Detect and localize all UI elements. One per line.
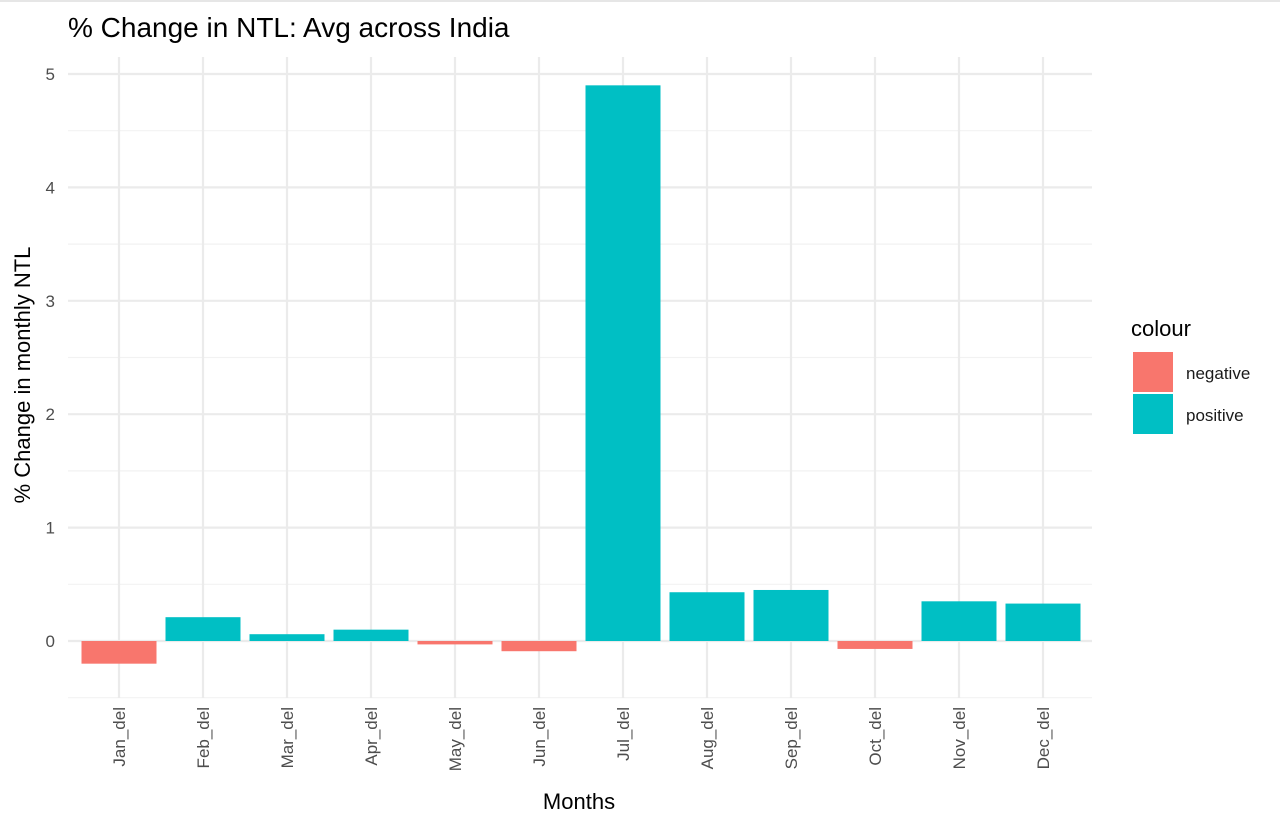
grid-lines (68, 57, 1092, 699)
x-tick-label: Jan_del (110, 707, 129, 767)
y-tick-label: 3 (46, 292, 55, 311)
x-tick-label: Mar_del (278, 707, 297, 768)
bar-Nov_del (921, 601, 997, 641)
y-tick-label: 0 (46, 632, 55, 651)
x-tick-label: Feb_del (194, 707, 213, 768)
bar-Sep_del (753, 589, 829, 641)
legend-key-negative (1133, 352, 1173, 392)
legend-label-negative: negative (1186, 364, 1250, 383)
legend-key-positive (1133, 394, 1173, 434)
y-tick-label: 4 (46, 178, 55, 197)
bar-Mar_del (249, 634, 325, 641)
legend-label-positive: positive (1186, 406, 1244, 425)
bar-Aug_del (669, 592, 745, 641)
y-tick-label: 2 (46, 405, 55, 424)
bar-Oct_del (837, 641, 913, 649)
bar-Apr_del (333, 629, 409, 641)
y-tick-label: 1 (46, 519, 55, 538)
x-tick-label: Sep_del (782, 707, 801, 769)
y-axis-ticks: 0 1 2 3 4 5 (46, 65, 55, 651)
y-axis-title: % Change in monthly NTL (10, 247, 35, 504)
legend-title: colour (1131, 316, 1191, 341)
x-tick-label: Nov_del (950, 707, 969, 769)
top-border (0, 0, 1280, 2)
legend: colour negative positive (1131, 316, 1250, 434)
x-tick-label: Jul_del (614, 707, 633, 761)
bar-Dec_del (1005, 603, 1081, 641)
x-tick-label: Apr_del (362, 707, 381, 766)
y-tick-label: 5 (46, 65, 55, 84)
bar-Jul_del (585, 85, 661, 642)
bar-Feb_del (165, 617, 241, 641)
x-axis-title: Months (543, 789, 615, 814)
bar-May_del (417, 641, 493, 645)
x-tick-label: Dec_del (1034, 707, 1053, 769)
bar-Jan_del (81, 641, 157, 664)
bars (81, 85, 1081, 664)
x-axis-ticks: Jan_del Feb_del Mar_del Apr_del May_del Jun_d… (110, 707, 1053, 771)
bar-Jun_del (501, 641, 577, 652)
x-tick-label: May_del (446, 707, 465, 771)
x-tick-label: Aug_del (698, 707, 717, 769)
chart-title: % Change in NTL: Avg across India (68, 12, 510, 43)
x-tick-label: Oct_del (866, 707, 885, 766)
x-tick-label: Jun_del (530, 707, 549, 767)
